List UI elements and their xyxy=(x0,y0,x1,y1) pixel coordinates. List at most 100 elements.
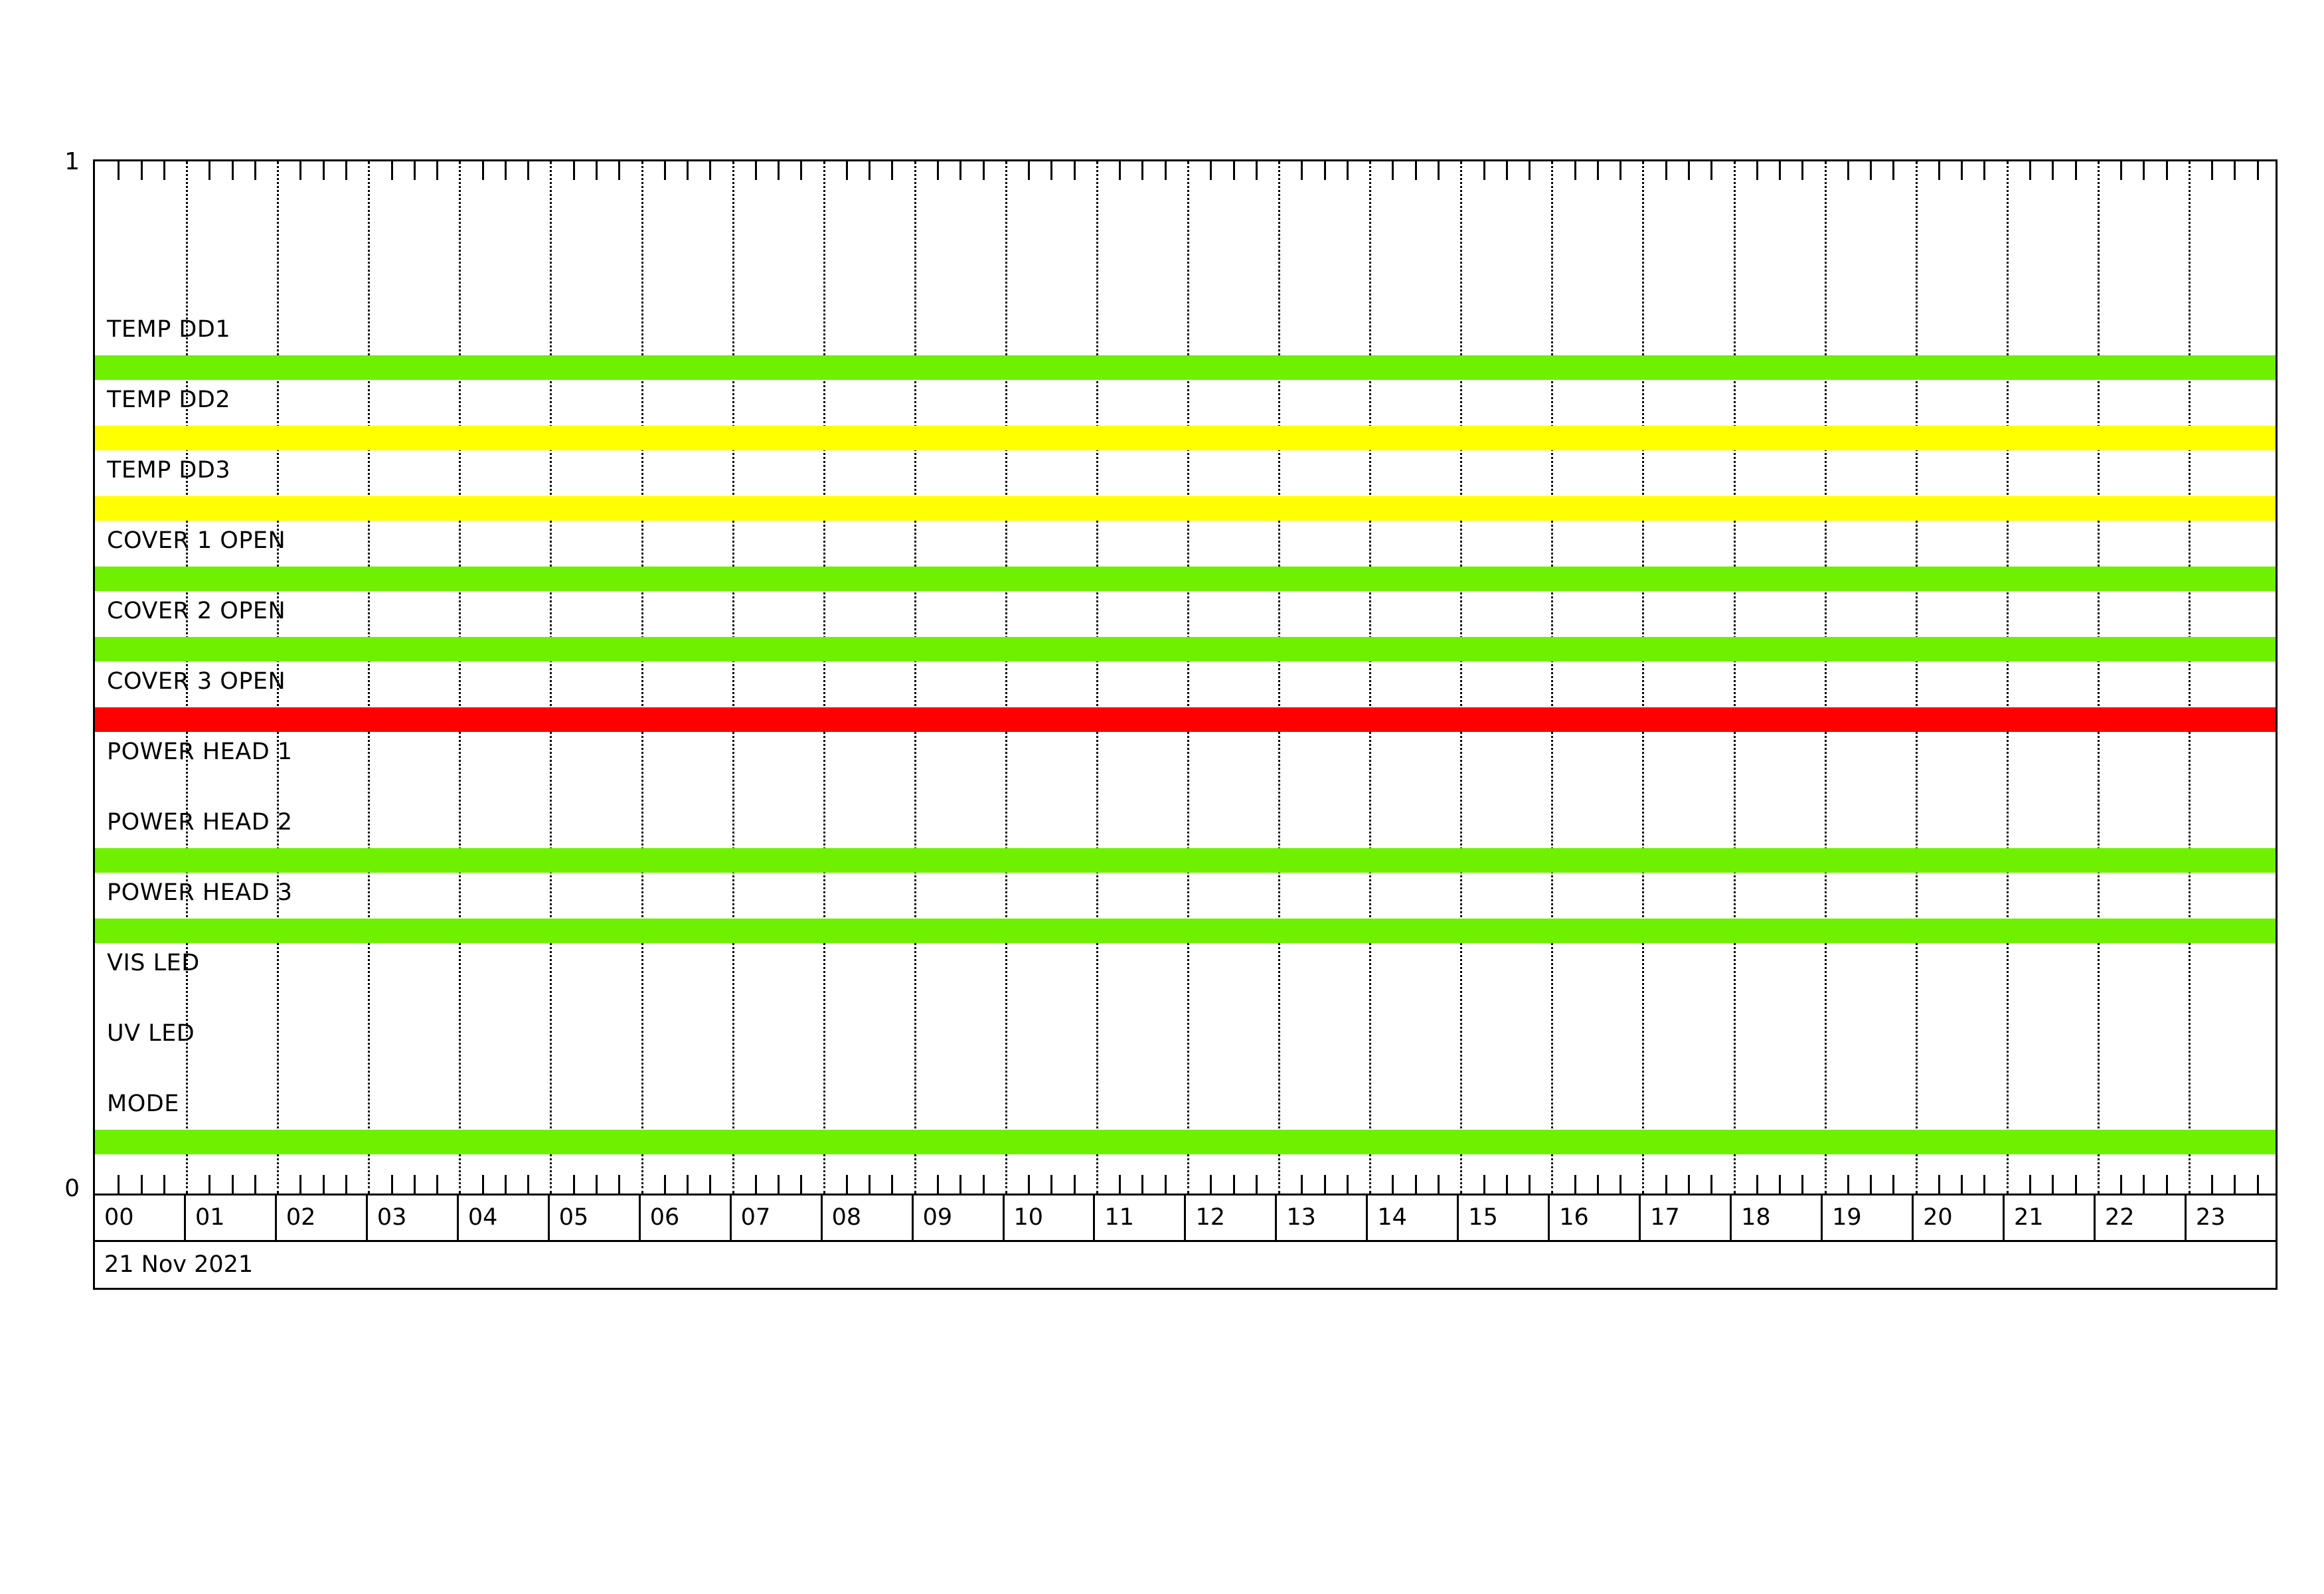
minor-tick-top xyxy=(1596,161,1599,180)
hour-cell: 14 xyxy=(1368,1196,1459,1240)
minor-tick-bottom xyxy=(595,1175,598,1194)
minor-tick-bottom xyxy=(869,1175,871,1194)
channel-status-bar xyxy=(95,426,2276,450)
hour-label: 23 xyxy=(2195,1204,2226,1231)
hour-cell: 02 xyxy=(277,1196,368,1240)
minor-tick-bottom xyxy=(140,1175,143,1194)
minor-tick-bottom xyxy=(1779,1175,1782,1194)
minor-tick-top xyxy=(1801,161,1804,180)
minor-tick-top xyxy=(2256,161,2259,180)
channel-row: COVER 1 OPEN xyxy=(95,529,2276,600)
channel-label: TEMP DD2 xyxy=(107,387,231,413)
channel-status-bar xyxy=(95,355,2276,380)
minor-tick-bottom xyxy=(527,1175,530,1194)
hour-cell: 09 xyxy=(914,1196,1005,1240)
minor-tick-top xyxy=(390,161,393,180)
minor-tick-bottom xyxy=(1687,1175,1690,1194)
minor-tick-bottom xyxy=(1961,1175,1963,1194)
minor-tick-bottom xyxy=(1574,1175,1576,1194)
minor-tick-bottom xyxy=(436,1175,439,1194)
minor-tick-top xyxy=(1232,161,1235,180)
hour-gridline xyxy=(2097,161,2100,1194)
minor-tick-bottom xyxy=(1437,1175,1440,1194)
minor-tick-top xyxy=(118,161,120,180)
minor-tick-bottom xyxy=(1073,1175,1076,1194)
minor-tick-top xyxy=(709,161,712,180)
hour-label: 20 xyxy=(1923,1204,1953,1231)
hour-gridline xyxy=(641,161,643,1194)
hour-label: 19 xyxy=(1832,1204,1862,1231)
minor-tick-top xyxy=(231,161,234,180)
minor-tick-top xyxy=(527,161,530,180)
channel-label: POWER HEAD 3 xyxy=(107,879,293,906)
minor-tick-top xyxy=(1050,161,1053,180)
minor-tick-top xyxy=(299,161,302,180)
minor-tick-bottom xyxy=(778,1175,780,1194)
minor-tick-bottom xyxy=(572,1175,575,1194)
channel-label: TEMP DD1 xyxy=(107,316,231,343)
channel-label: COVER 2 OPEN xyxy=(107,598,286,624)
minor-tick-top xyxy=(572,161,575,180)
minor-tick-bottom xyxy=(2120,1175,2123,1194)
minor-tick-top xyxy=(413,161,416,180)
channel-label: TEMP DD3 xyxy=(107,457,231,484)
channel-row: COVER 3 OPEN xyxy=(95,670,2276,741)
minor-tick-top xyxy=(1346,161,1349,180)
hour-label: 15 xyxy=(1468,1204,1498,1231)
minor-tick-bottom xyxy=(2165,1175,2168,1194)
channel-row: VIS LED xyxy=(95,952,2276,1022)
minor-tick-top xyxy=(1164,161,1167,180)
hour-gridline xyxy=(1278,161,1281,1194)
minor-tick-bottom xyxy=(1050,1175,1053,1194)
minor-tick-bottom xyxy=(1892,1175,1895,1194)
hour-label: 04 xyxy=(467,1204,498,1231)
channel-status-bar xyxy=(95,919,2276,943)
hour-label: 17 xyxy=(1650,1204,1680,1231)
minor-tick-top xyxy=(2165,161,2168,180)
channel-label: MODE xyxy=(107,1091,179,1117)
minor-tick-top xyxy=(1529,161,1531,180)
hour-cell: 01 xyxy=(186,1196,277,1240)
minor-tick-top xyxy=(140,161,143,180)
hour-cell: 11 xyxy=(1095,1196,1187,1240)
minor-tick-bottom xyxy=(959,1175,962,1194)
minor-tick-top xyxy=(1687,161,1690,180)
channel-label: COVER 1 OPEN xyxy=(107,527,286,554)
hour-gridline xyxy=(368,161,371,1194)
channel-row: TEMP DD2 xyxy=(95,389,2276,459)
hour-label: 06 xyxy=(649,1204,680,1231)
hour-cell: 10 xyxy=(1005,1196,1096,1240)
channel-row: TEMP DD3 xyxy=(95,459,2276,529)
minor-tick-top xyxy=(1392,161,1394,180)
minor-tick-bottom xyxy=(390,1175,393,1194)
minor-tick-bottom xyxy=(413,1175,416,1194)
minor-tick-bottom xyxy=(1529,1175,1531,1194)
plot-area: TEMP DD1 TEMP DD2 TEMP DD3 COVER 1 OPEN COVE… xyxy=(93,159,2278,1196)
minor-tick-top xyxy=(322,161,325,180)
minor-tick-top xyxy=(1414,161,1417,180)
minor-tick-bottom xyxy=(1983,1175,1986,1194)
hour-cell: 06 xyxy=(641,1196,732,1240)
hour-gridline xyxy=(1642,161,1645,1194)
hour-label: 16 xyxy=(1559,1204,1589,1231)
hour-gridline xyxy=(1460,161,1463,1194)
minor-tick-bottom xyxy=(1232,1175,1235,1194)
date-label: 21 Nov 2021 xyxy=(104,1251,254,1278)
y-axis-top-label: 1 xyxy=(64,148,80,175)
minor-tick-bottom xyxy=(754,1175,757,1194)
minor-tick-bottom xyxy=(163,1175,165,1194)
minor-tick-top xyxy=(345,161,347,180)
minor-tick-top xyxy=(1619,161,1622,180)
hour-label: 03 xyxy=(376,1204,407,1231)
channel-row: UV LED xyxy=(95,1022,2276,1093)
channel-row: COVER 2 OPEN xyxy=(95,600,2276,670)
hour-cell: 17 xyxy=(1641,1196,1732,1240)
minor-tick-top xyxy=(1574,161,1576,180)
minor-tick-bottom xyxy=(618,1175,621,1194)
hour-cell: 05 xyxy=(550,1196,641,1240)
minor-tick-bottom xyxy=(2256,1175,2259,1194)
minor-tick-top xyxy=(504,161,507,180)
hour-label: 07 xyxy=(740,1204,771,1231)
minor-tick-bottom xyxy=(1847,1175,1849,1194)
minor-tick-top xyxy=(663,161,666,180)
